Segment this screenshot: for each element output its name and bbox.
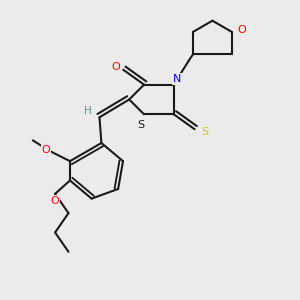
Text: O: O [51, 196, 59, 206]
Text: S: S [201, 127, 208, 137]
Text: N: N [172, 74, 181, 84]
Text: O: O [238, 26, 247, 35]
Text: H: H [84, 106, 92, 116]
Text: O: O [42, 145, 51, 155]
Text: O: O [111, 62, 120, 72]
Text: S: S [137, 120, 145, 130]
